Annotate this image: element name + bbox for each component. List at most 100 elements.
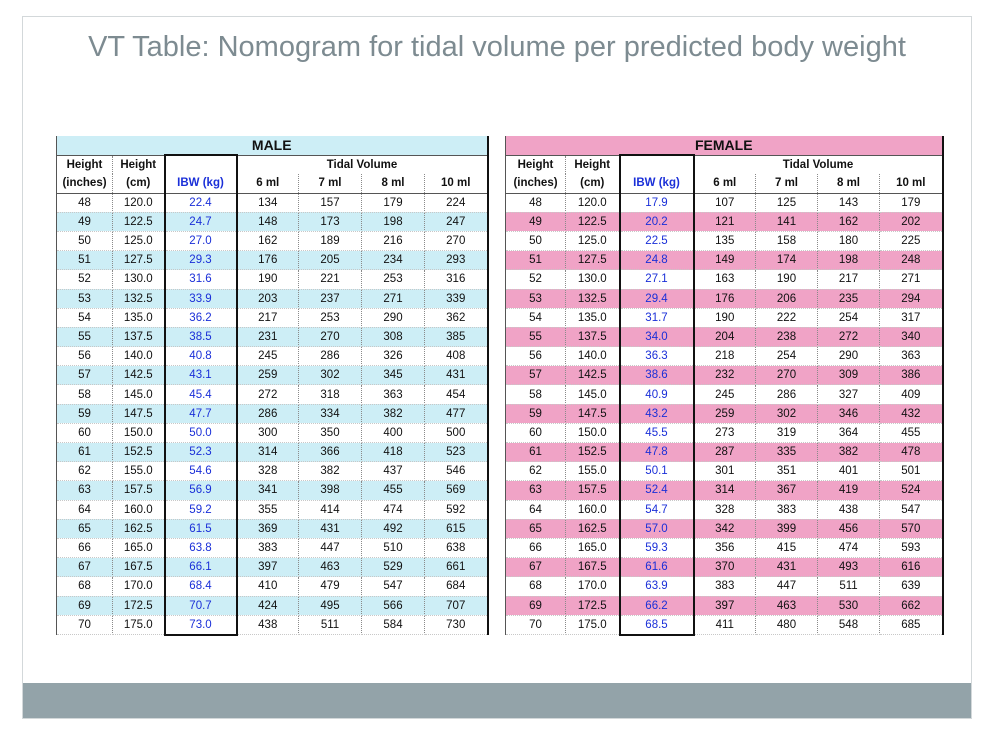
height-cm-cell: 157.5 (565, 480, 620, 501)
height-inches-cell: 69 (505, 596, 566, 616)
ibw-cell: 70.7 (163, 596, 238, 616)
tv-8ml-cell: 474 (361, 500, 425, 520)
ibw-cell: 40.8 (163, 346, 238, 367)
table-row: 64 160.0 54.7 328 383 438 547 (505, 500, 944, 520)
tv-6ml-cell: 383 (236, 538, 299, 559)
table-row: 60 150.0 50.0 300 350 400 500 (56, 423, 489, 444)
ibw-header: IBW (kg) (618, 174, 695, 194)
tv-6ml-cell: 107 (693, 193, 756, 213)
height-cm-header: Height (565, 155, 620, 175)
height-inches-cell: 51 (505, 250, 566, 271)
tv-6ml-cell: 190 (236, 269, 299, 290)
height-inches-cell: 67 (505, 557, 566, 578)
table-row: 66 165.0 63.8 383 447 510 638 (56, 538, 489, 559)
table-row: 56 140.0 36.3 218 254 290 363 (505, 346, 944, 367)
table-row: 62 155.0 54.6 328 382 437 546 (56, 461, 489, 482)
height-cm-cell: 132.5 (565, 289, 620, 309)
height-inches-unit: (inches) (505, 174, 566, 194)
tv-8ml-cell: 511 (817, 576, 880, 597)
tv-10ml-cell: 293 (424, 250, 489, 271)
tv-10ml-cell: 409 (879, 384, 944, 405)
table-row: 54 135.0 36.2 217 253 290 362 (56, 308, 489, 328)
table-row: 67 167.5 66.1 397 463 529 661 (56, 557, 489, 578)
table-row: 52 130.0 31.6 190 221 253 316 (56, 269, 489, 290)
slide: VT Table: Nomogram for tidal volume per … (22, 16, 972, 719)
table-row: 52 130.0 27.1 163 190 217 271 (505, 269, 944, 290)
tv-7ml-cell: 157 (298, 193, 362, 213)
tv-6ml-cell: 301 (693, 461, 756, 482)
height-cm-cell: 160.0 (112, 500, 165, 520)
ibw-cell: 52.3 (163, 442, 238, 463)
ibw-cell: 45.4 (163, 384, 238, 405)
ibw-cell: 33.9 (163, 289, 238, 309)
male-header-row-2: (inches) (cm) IBW (kg) 6 ml 7 ml 8 ml 10 ml (56, 174, 489, 194)
height-inches-cell: 57 (56, 365, 113, 386)
height-inches-cell: 55 (505, 327, 566, 348)
ibw-cell: 61.5 (163, 519, 238, 539)
ibw-cell: 47.8 (618, 442, 695, 463)
tv-7ml-cell: 286 (755, 384, 818, 405)
height-inches-cell: 49 (505, 212, 566, 232)
height-cm-cell: 122.5 (565, 212, 620, 232)
ibw-cell: 68.5 (618, 615, 695, 636)
tv-10ml-cell: 271 (879, 269, 944, 290)
tv-7ml-cell: 253 (298, 308, 362, 328)
tv-6ml-cell: 190 (693, 308, 756, 328)
tv-10ml-cell: 546 (424, 461, 489, 482)
ibw-cell: 73.0 (163, 615, 238, 636)
tv-6ml-cell: 245 (693, 384, 756, 405)
height-inches-cell: 48 (505, 193, 566, 213)
ibw-cell: 36.3 (618, 346, 695, 367)
height-inches-cell: 53 (505, 289, 566, 309)
tv-8ml-cell: 400 (361, 423, 425, 444)
tv-8ml-cell: 345 (361, 365, 425, 386)
table-row: 59 147.5 43.2 259 302 346 432 (505, 404, 944, 424)
height-cm-cell: 140.0 (112, 346, 165, 367)
ibw-cell: 50.0 (163, 423, 238, 444)
tv-8ml-cell: 566 (361, 596, 425, 616)
table-row: 56 140.0 40.8 245 286 326 408 (56, 346, 489, 367)
height-cm-unit: (cm) (112, 174, 165, 194)
height-cm-cell: 162.5 (112, 519, 165, 539)
ibw-cell: 54.7 (618, 500, 695, 520)
height-inches-cell: 68 (505, 576, 566, 597)
ibw-cell: 24.8 (618, 250, 695, 271)
height-cm-cell: 150.0 (565, 423, 620, 444)
tv-10ml-cell: 431 (424, 365, 489, 386)
height-cm-cell: 125.0 (565, 231, 620, 252)
height-cm-cell: 135.0 (112, 308, 165, 328)
height-inches-cell: 50 (505, 231, 566, 252)
ibw-cell: 29.3 (163, 250, 238, 271)
tv-10ml-cell: 247 (424, 212, 489, 232)
height-inches-cell: 51 (56, 250, 113, 271)
tv-6ml-cell: 397 (236, 557, 299, 578)
table-row: 61 152.5 47.8 287 335 382 478 (505, 442, 944, 463)
height-inches-cell: 56 (56, 346, 113, 367)
tv-7ml-cell: 383 (755, 500, 818, 520)
height-cm-header: Height (112, 155, 165, 175)
ibw-cell: 34.0 (618, 327, 695, 348)
ibw-cell: 59.3 (618, 538, 695, 559)
tv-8ml-cell: 455 (361, 480, 425, 501)
height-cm-cell: 165.0 (565, 538, 620, 559)
tv-10ml-cell: 340 (879, 327, 944, 348)
tv-10ml-cell: 270 (424, 231, 489, 252)
table-row: 60 150.0 45.5 273 319 364 455 (505, 423, 944, 444)
tv-10ml-cell: 317 (879, 308, 944, 328)
height-cm-cell: 157.5 (112, 480, 165, 501)
female-band-row: FEMALE (504, 136, 944, 156)
tv-8ml-cell: 364 (817, 423, 880, 444)
male-label: MALE (56, 136, 489, 156)
ibw-cell: 40.9 (618, 384, 695, 405)
height-inches-cell: 62 (56, 461, 113, 482)
tv-8ml-cell: 418 (361, 442, 425, 463)
tv-8ml-cell: 290 (817, 346, 880, 367)
tv-6ml-cell: 355 (236, 500, 299, 520)
ibw-cell: 43.1 (163, 365, 238, 386)
table-row: 48 120.0 17.9 107 125 143 179 (505, 193, 944, 213)
height-inches-cell: 49 (56, 212, 113, 232)
height-cm-cell: 172.5 (565, 596, 620, 616)
tv-7ml-cell: 141 (755, 212, 818, 232)
tv-8ml-cell: 456 (817, 519, 880, 539)
tv-6ml-cell: 410 (236, 576, 299, 597)
